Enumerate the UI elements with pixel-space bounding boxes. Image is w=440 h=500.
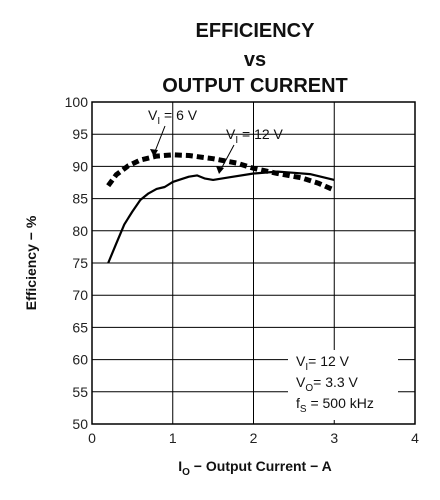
y-tick-label: 75 [72,255,88,271]
x-tick-label: 3 [330,430,338,446]
series-label-vi-12v: VI = 12 V [216,126,284,174]
x-tick-label: 0 [88,430,96,446]
series-2-label-main: V [226,126,236,142]
arrow-head-12v [216,166,224,174]
series-1-label-rest: = 6 V [160,107,198,123]
series-line-vi-6v [106,152,336,193]
y-tick-label: 80 [72,223,88,239]
svg-text:VI = 6 V: VI = 6 V [148,107,198,127]
conditions-background [288,350,398,420]
y-tick-label: 85 [72,191,88,207]
y-tick-labels: 50 55 60 65 70 75 80 85 90 95 100 [65,94,89,432]
arrow-line-6v [153,125,166,155]
x-tick-labels: 0 1 2 3 4 [88,430,419,446]
y-tick-label: 60 [72,352,88,368]
y-tick-label: 55 [72,384,88,400]
y-axis-label: Efficiency − % [23,215,39,310]
series-2-label-rest: = 12 V [238,126,283,142]
series-label-vi-6v: VI = 6 V [148,107,198,157]
condition-fs: fS = 500 kHz [296,395,374,415]
y-tick-label: 95 [72,126,88,142]
x-tick-label: 1 [169,430,177,446]
series-2-label-sub: I [235,135,238,146]
series-lines [106,152,336,264]
y-tick-label: 100 [65,94,89,110]
arrow-head-6v [150,149,158,157]
conditions-legend: VI= 12 V VO= 3.3 V fS = 500 kHz [288,350,398,420]
chart-title-line-3: OUTPUT CURRENT [162,75,348,97]
x-tick-label: 2 [250,430,258,446]
arrow-line-12v [219,144,235,172]
y-tick-label: 50 [72,416,88,432]
x-tick-label: 4 [411,430,419,446]
y-tick-label: 65 [72,319,88,335]
series-line-vi-12v [107,170,335,264]
x-axis-label: IO − Output Current − A [178,458,332,478]
series-1-label-sub: I [157,116,160,127]
svg-text:VI = 12 V: VI = 12 V [226,126,284,146]
condition-vi: VI= 12 V [296,353,350,373]
condition-vo: VO= 3.3 V [296,374,359,394]
y-tick-label: 70 [72,287,88,303]
chart-title-line-2: vs [244,49,266,71]
chart-title-line-1: EFFICIENCY [196,20,316,42]
y-tick-label: 90 [72,158,88,174]
series-1-label-main: V [148,107,158,123]
